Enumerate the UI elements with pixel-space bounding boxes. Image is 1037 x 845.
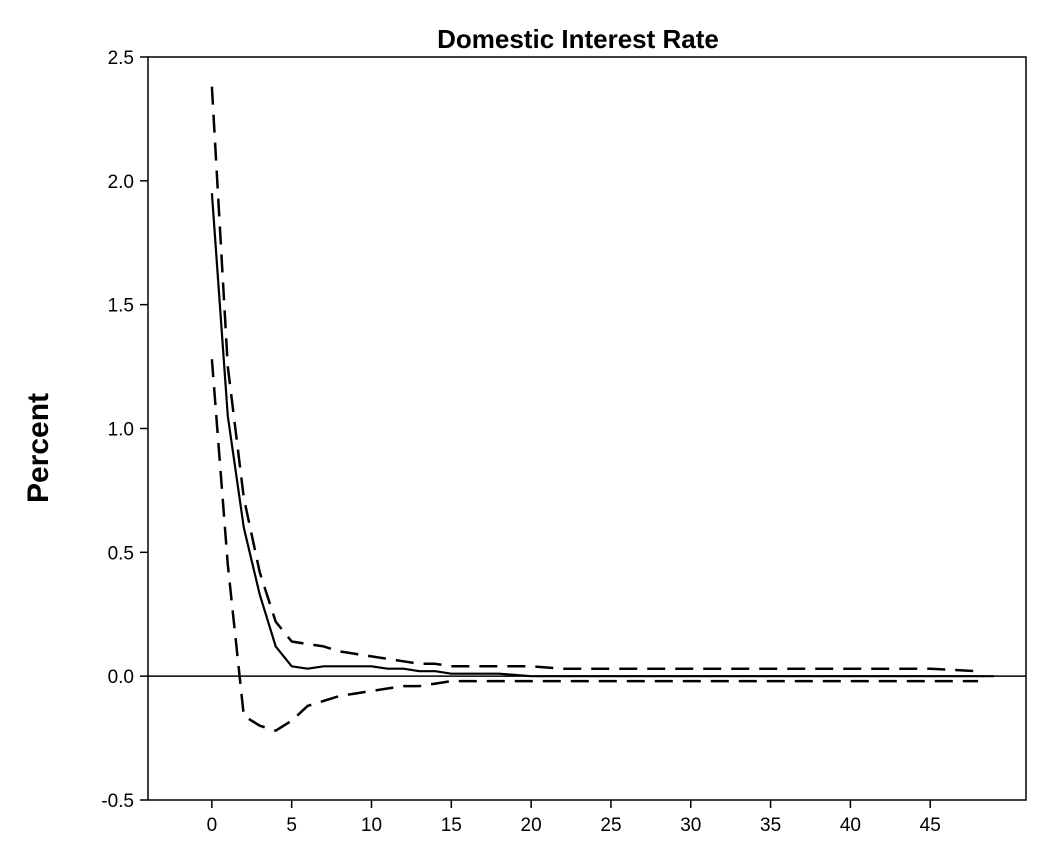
- x-tick-label: 35: [760, 815, 781, 836]
- confidence-band-line-1: [210, 86, 979, 673]
- x-tick-label: 45: [920, 815, 941, 836]
- x-tick-label: 10: [361, 815, 382, 836]
- series-layer: [210, 86, 995, 732]
- y-tick-label: 0.0: [108, 667, 134, 688]
- x-tick-label: 40: [840, 815, 861, 836]
- x-axis-ticks: 0 5 10 15 20 25 30 35 40 45: [207, 800, 941, 836]
- x-tick-label: 0: [207, 815, 218, 836]
- impulse-response-line-0: [210, 193, 995, 678]
- y-tick-label: 2.5: [108, 48, 134, 69]
- y-tick-label: 2.0: [108, 172, 134, 193]
- y-tick-label: -0.5: [101, 791, 134, 812]
- confidence-band-line-2: [210, 359, 979, 732]
- y-axis-label: Percent: [22, 393, 55, 503]
- x-tick-label: 15: [441, 815, 462, 836]
- x-tick-label: 5: [286, 815, 297, 836]
- y-tick-label: 1.5: [108, 296, 134, 317]
- y-tick-label: 0.5: [108, 543, 134, 564]
- chart-title: Domestic Interest Rate: [437, 24, 719, 54]
- y-axis-ticks: -0.5 0.0 0.5 1.0 1.5 2.0 2.5: [101, 48, 148, 812]
- x-tick-label: 30: [680, 815, 701, 836]
- plot-frame: [147, 56, 1027, 801]
- x-tick-label: 20: [521, 815, 542, 836]
- y-tick-label: 1.0: [108, 420, 134, 441]
- x-tick-label: 25: [600, 815, 621, 836]
